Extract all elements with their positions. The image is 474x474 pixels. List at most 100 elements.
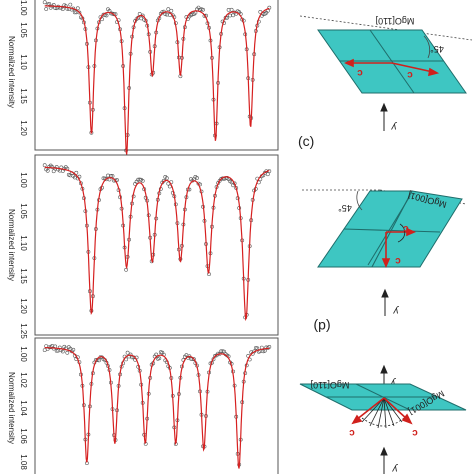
data-point — [68, 2, 73, 7]
data-point — [166, 7, 171, 12]
tick-label: 1.25 — [19, 323, 28, 339]
panel-middle: Normalized intensity 1.00 1.05 1.10 1.15… — [7, 154, 279, 339]
tick-label: 1.10 — [19, 235, 28, 251]
axis-label: y — [393, 305, 400, 316]
data-point — [44, 7, 49, 11]
axis-arrow — [380, 446, 388, 474]
data-point — [154, 352, 159, 357]
data-point — [60, 7, 65, 12]
tick-label: 1.10 — [19, 54, 28, 70]
tick-label: 1.15 — [19, 88, 28, 104]
diagram-middle: MgO[001] 45° c c y — [302, 189, 467, 316]
vector-label: c — [407, 69, 413, 80]
tick-label: 1.20 — [19, 298, 28, 314]
data-point — [75, 6, 80, 11]
panel-label-d: (d) — [313, 319, 330, 335]
axis-label: y — [392, 463, 399, 474]
plane-divider — [343, 228, 441, 233]
y-tick-labels: 1.00 1.05 1.10 1.15 1.20 1.25 — [19, 172, 28, 339]
tick-label: 1.15 — [19, 268, 28, 284]
spectrum-bottom — [42, 343, 272, 469]
data-point — [77, 10, 82, 15]
panel-top: Normalized intensity 1.00 1.05 1.10 1.15… — [7, 0, 279, 155]
data-point — [72, 10, 77, 15]
rotation-arc — [397, 223, 406, 243]
y-axis-label: Normalized intensity — [7, 372, 16, 444]
tick-label: 1.05 — [19, 203, 28, 219]
data-point — [71, 347, 76, 352]
data-point — [54, 348, 59, 353]
data-point — [195, 176, 199, 180]
panel-bottom: Normalized intensity 1.00 1.02 1.04 1.06… — [7, 337, 279, 474]
magnetization-vectors — [343, 58, 440, 77]
tick-label: 1.00 — [19, 172, 28, 188]
plane-divider — [369, 29, 415, 94]
tick-label: 1.05 — [19, 22, 28, 38]
spectrum-top — [42, 0, 272, 155]
y-tick-labels: 1.00 1.05 1.10 1.15 1.20 — [19, 0, 28, 136]
data-point — [124, 267, 129, 272]
plane-divider — [355, 383, 411, 411]
data-point — [229, 7, 234, 12]
data-point — [140, 178, 145, 183]
data-point — [42, 0, 47, 5]
vector-label: c — [349, 427, 355, 438]
data-point — [169, 8, 174, 13]
tick-label: 1.20 — [19, 120, 28, 136]
tick-label: 1.04 — [19, 400, 28, 416]
data-point — [60, 349, 65, 354]
fit-curve — [44, 347, 270, 469]
y-axis-label: Normalized intensity — [7, 36, 16, 108]
fit-curve — [44, 5, 270, 155]
data-point — [231, 13, 236, 18]
data-point — [213, 353, 217, 358]
diagram-bottom: y MgO[110] MgO[001] c c y — [299, 364, 467, 474]
spectrum-middle — [42, 163, 272, 322]
magnetization-vectors — [381, 227, 417, 269]
angle-arc — [423, 35, 431, 59]
y-axis-label: Normalized intensity — [7, 209, 16, 281]
data-point — [267, 5, 272, 10]
data-point — [265, 172, 270, 177]
data-point — [157, 356, 162, 361]
plot-frame — [34, 154, 279, 336]
y-tick-labels: 1.00 1.02 1.04 1.06 1.08 — [19, 346, 28, 470]
vector-label: c — [403, 223, 409, 234]
data-point — [139, 16, 144, 21]
magnetization-vectors — [351, 397, 413, 425]
axis-arrow — [380, 102, 388, 131]
data-point — [45, 168, 50, 173]
data-point — [258, 9, 263, 14]
tick-label: 1.00 — [19, 346, 28, 362]
vector-label: c — [395, 255, 401, 266]
axis-label: y — [390, 377, 397, 388]
data-point — [164, 176, 169, 181]
direction-label: MgO[110] — [376, 16, 415, 26]
tick-label: 1.08 — [19, 454, 28, 470]
reference-dashed-line — [299, 15, 473, 41]
tick-label: 1.06 — [19, 428, 28, 444]
vector-label: c — [412, 427, 418, 438]
data-point — [125, 350, 130, 355]
vector-label: c — [357, 67, 363, 78]
plane-divider — [367, 195, 411, 266]
data-point — [253, 346, 258, 350]
fit-curve — [44, 166, 270, 322]
data-point — [97, 358, 101, 363]
data-point — [190, 12, 195, 17]
data-point — [65, 350, 70, 355]
data-point — [201, 7, 205, 12]
data-point — [128, 352, 133, 357]
cone-vectors — [361, 397, 405, 429]
angle-label: 45° — [338, 203, 352, 213]
data-point — [191, 357, 196, 362]
tick-label: 1.02 — [19, 372, 28, 388]
direction-label: MgO[110] — [311, 380, 350, 390]
tick-label: 1.00 — [19, 0, 28, 16]
angle-arc — [356, 190, 363, 211]
data-point — [50, 165, 55, 169]
axis-arrow — [381, 288, 389, 316]
data-point — [104, 13, 109, 18]
data-point — [74, 170, 79, 175]
